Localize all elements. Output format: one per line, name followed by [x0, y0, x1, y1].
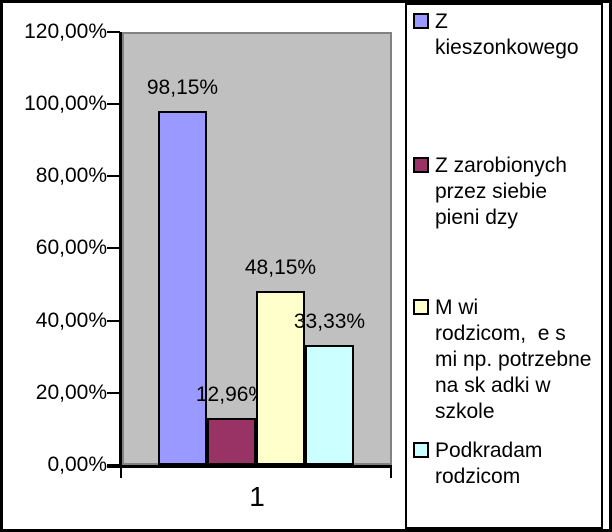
legend-label: Z zarobionych przez siebie pieni dzy: [435, 154, 567, 229]
legend-swatch-icon: [413, 157, 429, 173]
plot-area: 98,15% 12,96% 48,15% 33,33%: [122, 32, 392, 465]
legend-swatch-icon: [413, 299, 429, 315]
y-axis-tick: [107, 103, 120, 105]
bar-group: 48,15%: [245, 34, 316, 465]
legend-swatch-icon: [413, 442, 429, 458]
y-axis-line: [119, 32, 122, 468]
y-axis-tick: [107, 31, 120, 33]
x-axis-tick: [120, 465, 122, 478]
y-axis-tick: [107, 247, 120, 249]
bar-data-label: 12,96%: [195, 383, 268, 406]
legend-item: M wi rodzicom, e s mi np. potrzebne na s…: [413, 295, 591, 425]
y-axis-tick: [107, 320, 120, 322]
legend-swatch-icon: [413, 13, 429, 29]
bar-podkradam: [305, 345, 354, 465]
legend-item: Z zarobionych przez siebie pieni dzy: [413, 153, 567, 231]
y-axis-label: 0,00%: [47, 453, 107, 476]
legend-label: Z kieszonkowego: [435, 10, 579, 59]
x-axis-tick: [390, 465, 392, 478]
y-axis-label: 100,00%: [24, 92, 107, 115]
legend-item: Z kieszonkowego: [413, 9, 579, 61]
legend-label: M wi rodzicom, e s mi np. potrzebne na s…: [435, 296, 592, 423]
legend-label: Podkradam rodzicom: [435, 439, 543, 488]
y-axis-label: 80,00%: [35, 164, 107, 187]
y-axis-label: 20,00%: [35, 381, 107, 404]
bar-group: 33,33%: [294, 34, 365, 465]
bar-data-label: 33,33%: [293, 310, 366, 333]
y-axis-label: 60,00%: [35, 236, 107, 259]
bar-z-kieszonkowego: [158, 111, 207, 465]
y-axis-tick: [107, 175, 120, 177]
bar-data-label: 98,15%: [146, 76, 219, 99]
y-axis-tick: [107, 392, 120, 394]
bar-data-label: 48,15%: [244, 256, 317, 279]
bar-mowie-rodzicom: [256, 291, 305, 465]
bar-group: 98,15%: [147, 34, 218, 465]
bar-z-zarobionych: [207, 418, 256, 465]
y-axis-label: 120,00%: [24, 20, 107, 43]
x-axis-line: [107, 465, 392, 468]
legend-item: Podkradam rodzicom: [413, 438, 542, 490]
legend: Z kieszonkowego Z zarobionych przez sieb…: [405, 3, 603, 529]
bar-group: 12,96%: [196, 34, 267, 465]
y-axis-label: 40,00%: [35, 309, 107, 332]
category-label: 1: [249, 481, 265, 512]
